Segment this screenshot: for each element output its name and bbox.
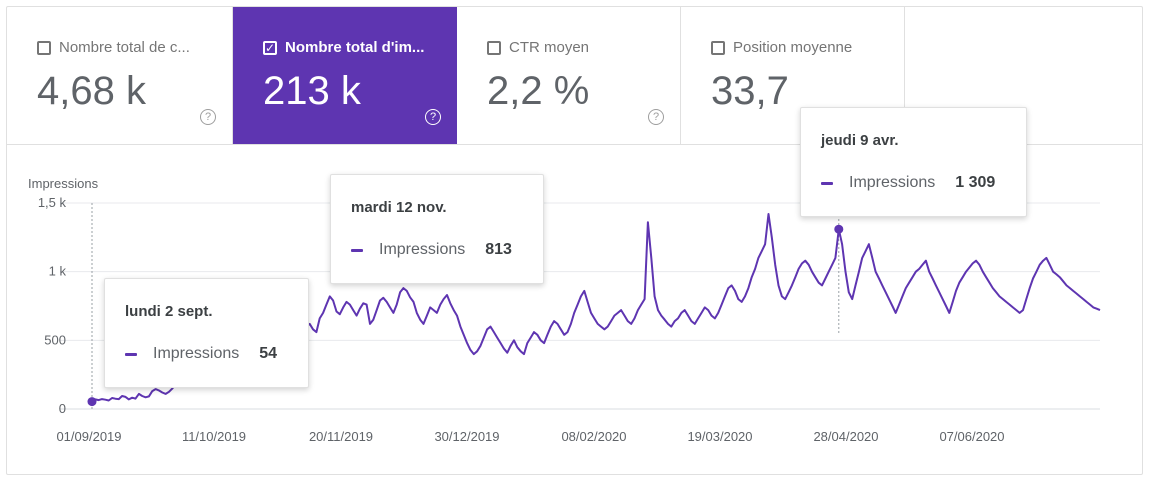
series-swatch: [821, 181, 833, 185]
y-tick-label: 500: [44, 332, 66, 347]
metric-total-clicks[interactable]: Nombre total de c... 4,68 k ?: [7, 7, 232, 144]
help-icon[interactable]: ?: [648, 109, 664, 125]
tooltip-value: 54: [259, 345, 278, 362]
divider: [7, 144, 1142, 145]
metric-total-impressions[interactable]: ✓ Nombre total d'im... 213 k ?: [233, 7, 457, 144]
x-tick-label: 19/03/2020: [687, 429, 752, 444]
metric-label: Nombre total de c...: [59, 39, 190, 56]
x-tick-label: 30/12/2019: [434, 429, 499, 444]
tooltip-value: 1 309: [955, 174, 996, 191]
help-icon[interactable]: ?: [200, 109, 216, 125]
tooltip-value: 813: [485, 241, 512, 258]
x-tick-label: 08/02/2020: [561, 429, 626, 444]
tooltip-date: lundi 2 sept.: [125, 303, 213, 320]
metric-value: 33,7: [711, 69, 789, 113]
tooltip-series: Impressions: [849, 174, 936, 191]
metric-value: 4,68 k: [37, 69, 146, 113]
metric-value: 213 k: [263, 69, 361, 113]
checkbox-icon[interactable]: [487, 40, 501, 55]
metric-average-ctr[interactable]: CTR moyen 2,2 % ?: [457, 7, 680, 144]
x-tick-label: 01/09/2019: [56, 429, 121, 444]
tooltip-nov-12: mardi 12 nov. Impressions 813: [330, 174, 544, 284]
checkbox-icon[interactable]: [37, 40, 51, 55]
performance-card: Nombre total de c... 4,68 k ? ✓ Nombre t…: [6, 6, 1143, 475]
y-tick-label: 1,5 k: [38, 195, 67, 210]
x-tick-label: 07/06/2020: [939, 429, 1004, 444]
y-axis-label: Impressions: [28, 176, 99, 191]
tooltip-date: jeudi 9 avr.: [821, 132, 899, 149]
y-tick-label: 0: [59, 401, 66, 416]
metric-label: Position moyenne: [733, 39, 853, 56]
checkbox-checked-icon[interactable]: ✓: [263, 40, 277, 55]
metric-label: Nombre total d'im...: [285, 39, 425, 56]
divider: [232, 7, 233, 144]
x-tick-label: 20/11/2019: [309, 429, 373, 444]
divider: [904, 7, 905, 144]
series-swatch: [351, 248, 363, 252]
x-tick-label: 11/10/2019: [182, 429, 246, 444]
metric-label: CTR moyen: [509, 39, 590, 56]
data-point-marker[interactable]: [87, 397, 97, 407]
y-tick-label: 1 k: [49, 264, 67, 279]
tooltip-sep-2: lundi 2 sept. Impressions 54: [104, 278, 309, 388]
checkbox-icon[interactable]: [711, 40, 725, 55]
help-icon[interactable]: ?: [425, 109, 441, 125]
metric-value: 2,2 %: [487, 69, 590, 113]
data-point-marker[interactable]: [834, 224, 844, 234]
tooltip-series: Impressions: [153, 345, 240, 362]
x-tick-label: 28/04/2020: [813, 429, 878, 444]
divider: [680, 7, 681, 144]
tooltip-series: Impressions: [379, 241, 466, 258]
tooltip-date: mardi 12 nov.: [351, 199, 447, 216]
tooltip-apr-9: jeudi 9 avr. Impressions 1 309: [800, 107, 1027, 217]
series-swatch: [125, 352, 137, 356]
